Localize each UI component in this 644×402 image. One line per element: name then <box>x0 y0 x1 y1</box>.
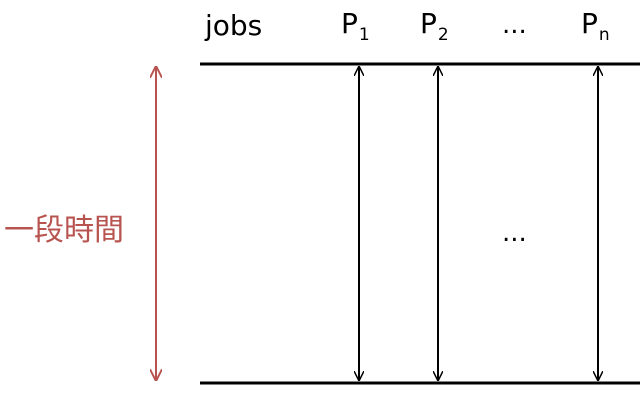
jobs-label: jobs <box>205 9 263 42</box>
p2-main: P <box>420 7 437 40</box>
p2-subscript: 2 <box>437 25 449 45</box>
process-label-p1: P1 <box>341 7 370 44</box>
header-ellipsis: ... <box>502 10 527 40</box>
p1-main: P <box>341 7 358 40</box>
process-label-p2: P2 <box>420 7 449 44</box>
pn-subscript: n <box>598 25 610 45</box>
pn-main: P <box>581 7 598 40</box>
p1-subscript: 1 <box>358 25 370 45</box>
process-label-pn: Pn <box>581 7 610 44</box>
time-period-label: 一段時間 <box>4 213 124 248</box>
middle-ellipsis: ... <box>502 218 527 248</box>
